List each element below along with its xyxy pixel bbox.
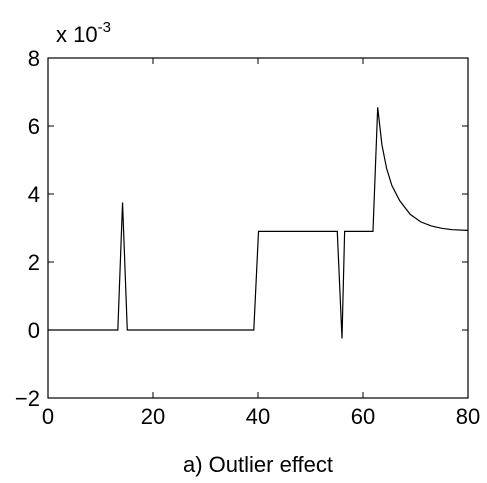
y-axis-tick-labels: −2 0 2 4 6 8	[15, 46, 40, 411]
x-axis-label: a) Outlier effect	[183, 452, 333, 477]
x-axis-ticks	[47, 58, 469, 398]
x-tick-label: 60	[351, 404, 375, 429]
x-tick-label: 80	[456, 404, 480, 429]
y-multiplier-label: x 10-3	[56, 19, 111, 47]
y-tick-label: 0	[28, 318, 40, 343]
x-tick-label: 0	[42, 404, 54, 429]
y-tick-label: 6	[28, 114, 40, 139]
x-tick-label: 40	[246, 404, 270, 429]
series-line	[48, 107, 469, 339]
y-multiplier-exponent: -3	[98, 19, 111, 36]
plot-area	[47, 57, 469, 399]
y-tick-label: 8	[28, 46, 40, 71]
y-tick-label: −2	[15, 386, 40, 411]
x-axis-tick-labels: 0 20 40 60 80	[42, 404, 480, 429]
y-tick-label: 2	[28, 250, 40, 275]
x-tick-label: 20	[141, 404, 165, 429]
y-tick-label: 4	[28, 182, 40, 207]
